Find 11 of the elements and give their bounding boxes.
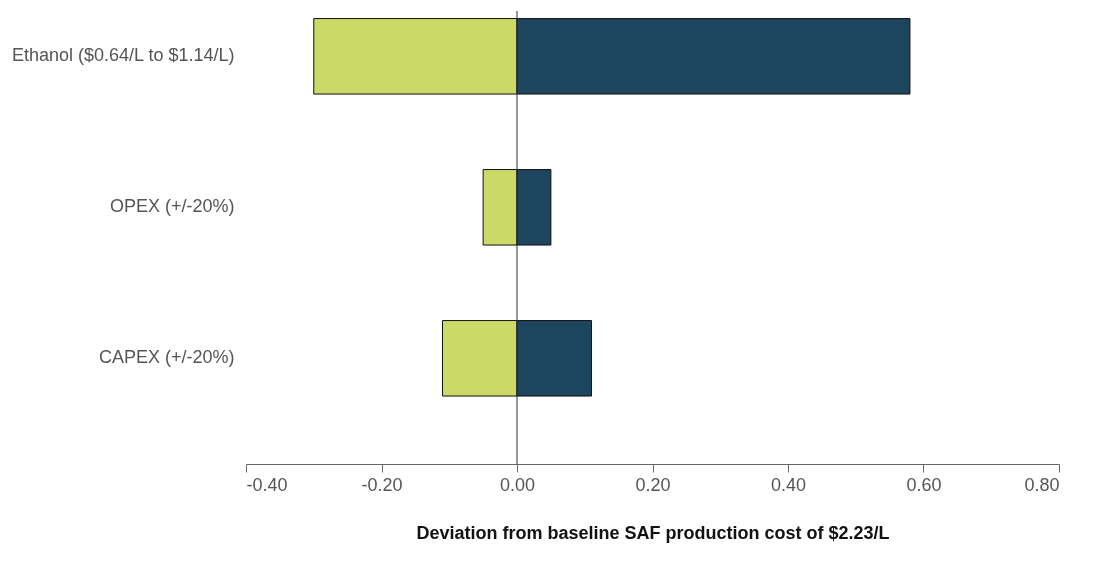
x-tick-label: -0.20 (361, 474, 403, 495)
x-tick-label: 0.00 (499, 474, 536, 495)
x-tick-label: 0.20 (635, 474, 671, 495)
x-tick-label: 0.40 (770, 474, 807, 495)
y-tick-label: Ethanol ($0.64/L to $1.14/L) (12, 45, 235, 66)
y-tick-label: CAPEX (+/-20%) (98, 347, 235, 368)
x-tick-label: 0.80 (1024, 474, 1060, 495)
x-tick-label: 0.60 (906, 474, 942, 495)
x-tick-label: -0.40 (246, 474, 288, 495)
y-tick-label: OPEX (+/-20%) (109, 196, 235, 217)
x-axis-title: Deviation from baseline SAF production cost of $2.23/L (416, 522, 890, 543)
